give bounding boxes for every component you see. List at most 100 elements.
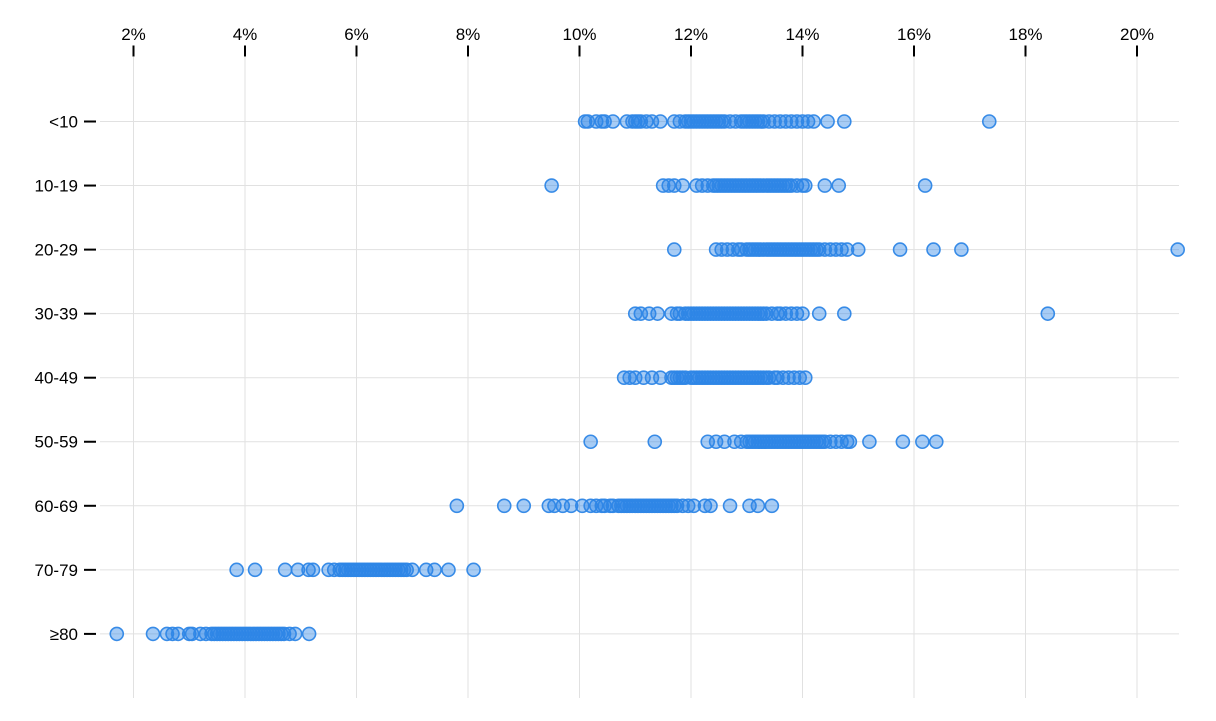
y-axis-category-label: 70-79: [35, 561, 78, 580]
data-point: [193, 626, 208, 642]
data-point: [287, 626, 303, 642]
data-point: [917, 178, 933, 193]
data-point: [583, 498, 598, 514]
data-point: [892, 242, 908, 257]
data-point: [282, 626, 297, 642]
y-axis-category-label: 40-49: [35, 369, 78, 388]
data-point: [229, 562, 244, 578]
data-point: [954, 242, 969, 257]
data-point: [775, 370, 791, 386]
data-point: [1170, 242, 1185, 257]
data-point: [820, 114, 835, 129]
data-point: [653, 370, 668, 386]
data-point: [714, 242, 729, 257]
data-point: [627, 306, 643, 321]
x-axis-tick-label: 16%: [897, 25, 931, 44]
data-point: [811, 306, 827, 321]
y-axis-category-label: 60-69: [35, 497, 78, 516]
data-point: [305, 562, 321, 578]
data-point: [926, 242, 941, 257]
data-point: [290, 562, 306, 578]
data-point: [399, 562, 414, 578]
data-point: [277, 562, 293, 578]
data-point: [544, 178, 559, 193]
data-point: [650, 306, 665, 321]
data-point: [605, 114, 621, 129]
data-point: [772, 306, 788, 321]
data-point: [784, 114, 799, 129]
data-point: [789, 306, 805, 321]
data-point: [653, 114, 668, 129]
data-point: [675, 498, 690, 514]
data-point: [404, 562, 420, 578]
data-point: [750, 498, 766, 514]
x-axis-tick-label: 14%: [785, 25, 819, 44]
data-point: [831, 178, 847, 193]
data-point: [689, 178, 704, 193]
data-point: [563, 498, 579, 514]
y-axis-category-label: 50-59: [35, 433, 78, 452]
data-point: [616, 370, 632, 386]
data-point: [795, 114, 810, 129]
data-point: [170, 626, 186, 642]
data-point: [703, 498, 718, 514]
data-point: [778, 114, 794, 129]
data-point: [669, 498, 685, 514]
x-axis-tick-label: 18%: [1008, 25, 1042, 44]
data-point: [786, 370, 802, 386]
data-point: [717, 434, 732, 450]
x-axis-tick-label: 20%: [1120, 25, 1154, 44]
data-point: [666, 114, 682, 129]
data-point: [800, 114, 816, 129]
data-point: [655, 178, 671, 193]
data-point: [778, 306, 794, 321]
data-point: [862, 434, 877, 450]
data-point: [834, 242, 849, 257]
data-point: [427, 562, 442, 578]
data-point: [781, 370, 796, 386]
x-axis-tick-label: 4%: [233, 25, 258, 44]
data-point: [784, 178, 799, 193]
data-point: [837, 306, 852, 321]
data-point: [622, 370, 637, 386]
data-point: [694, 178, 710, 193]
data-point: [159, 626, 175, 642]
data-point: [666, 242, 682, 257]
x-axis-tick-label: 10%: [562, 25, 596, 44]
data-point: [817, 242, 833, 257]
data-point: [764, 498, 780, 514]
x-axis-tick-label: 8%: [456, 25, 481, 44]
data-point: [837, 114, 852, 129]
data-point: [708, 242, 724, 257]
data-point: [823, 242, 838, 257]
data-point: [828, 242, 844, 257]
data-point: [839, 242, 855, 257]
data-point: [761, 114, 777, 129]
data-point: [301, 626, 317, 642]
data-point: [496, 498, 512, 514]
data-point: [633, 114, 649, 129]
data-point: [784, 306, 799, 321]
data-point: [850, 242, 866, 257]
data-point: [441, 562, 456, 578]
data-point: [806, 114, 821, 129]
x-axis-tick-label: 6%: [344, 25, 369, 44]
data-point: [770, 370, 785, 386]
data-point: [247, 562, 263, 578]
data-point: [301, 562, 316, 578]
data-point: [583, 434, 598, 450]
data-point: [719, 242, 735, 257]
data-point: [321, 562, 336, 578]
data-point: [680, 498, 696, 514]
data-point: [165, 626, 180, 642]
data-point: [915, 434, 930, 450]
data-point: [109, 626, 125, 642]
data-point: [276, 626, 292, 642]
data-point: [817, 178, 833, 193]
data-point: [811, 242, 827, 257]
data-point: [758, 306, 774, 321]
data-point: [449, 498, 465, 514]
data-point: [722, 498, 738, 514]
data-point: [767, 114, 782, 129]
